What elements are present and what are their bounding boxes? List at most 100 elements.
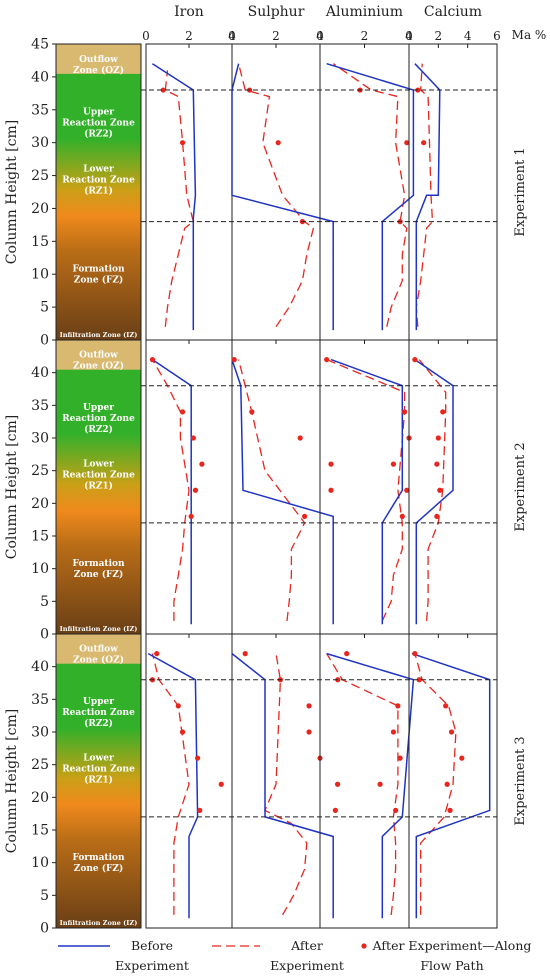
top-tick-label: 2 bbox=[272, 29, 280, 43]
flow-path-point bbox=[179, 729, 186, 735]
y-tick-label: 15 bbox=[31, 529, 49, 545]
zone-label-formation-line: Zone (FZ) bbox=[74, 569, 123, 580]
experiment-label: Experiment 3 bbox=[513, 736, 528, 825]
column-header-iron: Iron bbox=[174, 4, 204, 20]
legend-dots-label-1: After Experiment—Along bbox=[372, 938, 532, 953]
series-before-line bbox=[326, 62, 415, 331]
series-after-line bbox=[151, 359, 190, 621]
y-tick-label: 35 bbox=[31, 692, 49, 708]
flow-path-point bbox=[242, 651, 248, 657]
zone-label-outflow-line: Outflow bbox=[79, 55, 118, 65]
flow-path-point bbox=[435, 435, 441, 441]
y-axis-label: Column Height [cm] bbox=[4, 120, 20, 264]
zone-label-formation: Formation Zone (FZ) bbox=[72, 265, 125, 286]
zone-label-formation-line: Zone (FZ) bbox=[74, 275, 123, 286]
zone-label-outflow-line: Zone (OZ) bbox=[73, 361, 124, 372]
top-tick-label: 0 bbox=[228, 29, 236, 43]
top-tick-label: 4 bbox=[316, 29, 324, 43]
flow-path-point bbox=[393, 807, 399, 814]
unit-label: Ma % bbox=[512, 28, 547, 42]
flow-path-point bbox=[306, 729, 312, 735]
flow-path-point bbox=[404, 487, 410, 493]
flow-path-point bbox=[416, 677, 422, 683]
series-before-line bbox=[326, 652, 415, 919]
flow-path-point bbox=[421, 140, 427, 146]
flow-path-point bbox=[412, 357, 418, 363]
top-tick-label: 2 bbox=[361, 29, 369, 43]
flow-path-point bbox=[175, 703, 181, 709]
flow-path-point bbox=[149, 357, 156, 363]
zone-label-formation-line: Formation bbox=[72, 853, 125, 863]
panel-aluminium bbox=[319, 633, 415, 929]
zone-label-outflow: Outflow Zone (OZ) bbox=[73, 351, 124, 372]
flow-path-point bbox=[190, 435, 196, 441]
zone-label-upper-reaction-line: (RZ2) bbox=[84, 128, 113, 139]
zone-label-upper-reaction-line: (RZ2) bbox=[84, 424, 113, 435]
series-after-line bbox=[326, 359, 406, 622]
zone-label-lower-reaction-line: Reaction Zone bbox=[62, 176, 135, 186]
experiment-1: Outflow Zone (OZ)Upper Reaction Zone (RZ2)L… bbox=[4, 37, 528, 349]
zone-label-infiltration: Infiltration Zone (IZ) bbox=[60, 625, 138, 633]
series-before-line bbox=[147, 652, 199, 919]
flow-path-point bbox=[447, 807, 453, 814]
zone-label-upper-reaction: Upper Reaction Zone (RZ2) bbox=[62, 403, 135, 435]
flow-path-point bbox=[179, 409, 186, 415]
legend-dots-swatch bbox=[361, 943, 367, 949]
zone-label-upper-reaction-line: Reaction Zone bbox=[62, 708, 135, 718]
legend-before-label-2: Experiment bbox=[115, 958, 189, 973]
y-tick-label: 10 bbox=[31, 855, 49, 871]
y-tick-label: 35 bbox=[31, 102, 49, 118]
panel-frame bbox=[408, 43, 498, 341]
series-before-line bbox=[231, 653, 334, 919]
zone-column bbox=[55, 339, 142, 635]
flow-path-point bbox=[390, 461, 397, 467]
flow-path-point bbox=[179, 140, 186, 146]
series-before-line bbox=[330, 358, 404, 625]
y-tick-label: 15 bbox=[31, 823, 49, 839]
zone-label-formation: Formation Zone (FZ) bbox=[72, 853, 125, 874]
panel-sulphur bbox=[231, 339, 334, 635]
experiment-label: Experiment 2 bbox=[513, 442, 528, 531]
panel-frame bbox=[408, 633, 498, 929]
series-after-line bbox=[237, 359, 306, 621]
series-before-line bbox=[414, 63, 441, 331]
y-tick-label: 30 bbox=[31, 431, 49, 447]
flow-path-point bbox=[195, 755, 201, 761]
column-header-aluminium: Aluminium bbox=[325, 4, 403, 20]
flow-path-point bbox=[218, 781, 224, 787]
panel-iron bbox=[145, 339, 233, 635]
flow-path-point bbox=[335, 781, 341, 787]
flow-path-point bbox=[297, 435, 303, 441]
y-axis-label: Column Height [cm] bbox=[4, 709, 20, 853]
flow-path-point bbox=[443, 703, 449, 709]
flow-path-point bbox=[434, 513, 440, 520]
zone-label-formation-line: Zone (FZ) bbox=[74, 863, 123, 874]
flow-path-point bbox=[404, 140, 410, 146]
zone-label-outflow-line: Outflow bbox=[79, 351, 118, 361]
flow-path-point bbox=[390, 729, 397, 735]
zone-label-lower-reaction-line: Reaction Zone bbox=[62, 471, 135, 481]
zone-label-lower-reaction: Lower Reaction Zone (RZ1) bbox=[62, 754, 135, 786]
top-tick-label: 0 bbox=[316, 29, 324, 43]
panel-frame bbox=[231, 633, 321, 929]
zone-label-upper-reaction-line: Upper bbox=[83, 697, 114, 707]
y-tick-label: 0 bbox=[40, 627, 49, 643]
y-tick-label: 30 bbox=[31, 135, 49, 151]
series-before-line bbox=[231, 359, 334, 625]
zone-label-outflow-line: Zone (OZ) bbox=[73, 655, 124, 666]
series-after-line bbox=[333, 63, 408, 327]
flow-path-point bbox=[399, 513, 405, 520]
flow-path-point bbox=[459, 755, 465, 761]
flow-path-point bbox=[231, 357, 237, 363]
legend: Before Experiment After Experiment After Exp… bbox=[58, 938, 531, 973]
flow-path-point bbox=[397, 755, 403, 761]
y-tick-label: 5 bbox=[40, 300, 49, 316]
series-before-line bbox=[414, 358, 454, 625]
experiment-3: Outflow Zone (OZ)Upper Reaction Zone (RZ2)L… bbox=[4, 633, 528, 937]
flow-path-point bbox=[275, 140, 281, 146]
flow-path-point bbox=[448, 729, 455, 735]
panel-aluminium bbox=[319, 43, 415, 341]
zone-label-formation-line: Formation bbox=[72, 265, 125, 275]
zone-label-lower-reaction: Lower Reaction Zone (RZ1) bbox=[62, 460, 135, 492]
